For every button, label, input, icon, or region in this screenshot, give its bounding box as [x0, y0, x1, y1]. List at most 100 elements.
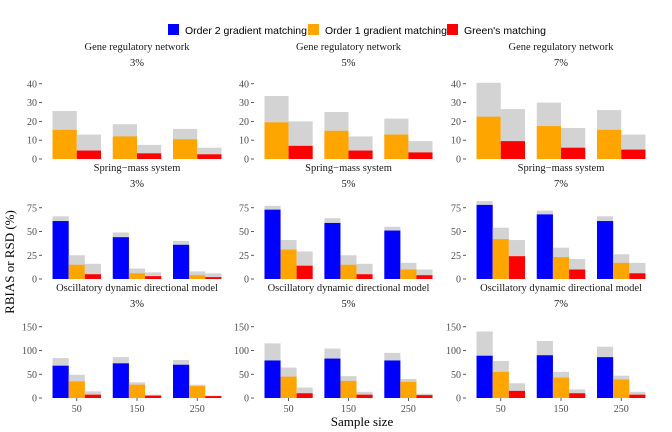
bar-rbias-green-s-matching-n250 — [621, 149, 646, 159]
bar-rbias-order-2-gradient-matching-n50 — [476, 355, 493, 398]
bar-rbias-order-1-gradient-matching-n150 — [340, 380, 357, 398]
bar-rbias-green-s-matching-n150 — [569, 269, 586, 279]
y-tick-label: 20 — [451, 117, 461, 128]
bar-rbias-order-1-gradient-matching-n50 — [68, 264, 85, 279]
y-tick-label: 50 — [239, 227, 249, 238]
bar-rbias-green-s-matching-n250 — [629, 273, 646, 279]
bar-rbias-order-2-gradient-matching-n250 — [173, 244, 190, 279]
bar-rbias-order-1-gradient-matching-n150 — [128, 273, 146, 279]
bar-rbias-order-1-gradient-matching-n150 — [552, 257, 570, 279]
panel-spring-mass-system-5: Spring−mass system 5% 0 25 50 75 — [239, 163, 433, 286]
bar-rbias-order-1-gradient-matching-n250 — [189, 386, 206, 398]
bar-rbias-green-s-matching-n150 — [569, 393, 586, 398]
y-tick-label: 75 — [239, 203, 249, 214]
panel-gene-regulatory-network-5: Gene regulatory network 5% 0 10 20 30 40 — [239, 42, 433, 166]
x-axis-title: Sample size — [331, 414, 394, 429]
bar-rbias-order-1-gradient-matching-n150 — [340, 264, 357, 279]
y-tick-label: 40 — [27, 79, 37, 90]
bar-rbias-green-s-matching-n150 — [348, 150, 373, 159]
y-tick-label: 30 — [27, 98, 37, 109]
panel-gene-regulatory-network-3: Gene regulatory network 3% 0 10 20 30 40 — [27, 42, 222, 166]
x-tick-label: 50 — [496, 404, 506, 415]
legend-swatch-green-s-matching — [447, 24, 458, 35]
panel-oscillatory-dynamic-directional-model-7: Oscillatory dynamic directional model 7% 0… — [446, 283, 646, 415]
panel-title: Spring−mass system — [305, 163, 392, 174]
y-tick-label: 30 — [239, 98, 249, 109]
y-tick-label: 0 — [32, 394, 37, 405]
panel-title: Oscillatory dynamic directional model — [480, 283, 642, 294]
panel-gene-regulatory-network-7: Gene regulatory network 7% 0 10 20 30 40 — [451, 42, 646, 166]
y-tick-label: 50 — [27, 370, 37, 381]
y-tick-label: 50 — [451, 370, 461, 381]
bar-rbias-order-1-gradient-matching-n250 — [400, 269, 417, 279]
bar-rbias-green-s-matching-n150 — [356, 394, 373, 398]
y-tick-label: 0 — [32, 275, 37, 286]
legend-label-order-1-gradient-matching: Order 1 gradient matching — [325, 25, 447, 37]
legend-swatch-order-1-gradient-matching — [308, 24, 319, 35]
bar-rbias-order-2-gradient-matching-n150 — [536, 355, 553, 398]
bar-rbias-green-s-matching-n50 — [76, 150, 101, 159]
x-tick-label: 250 — [614, 404, 629, 415]
bar-rbias-green-s-matching-n150 — [356, 274, 373, 279]
panel-spring-mass-system-3: Spring−mass system 3% 0 25 50 75 — [27, 163, 222, 286]
y-tick-label: 25 — [27, 251, 37, 262]
bar-rbias-green-s-matching-n50 — [296, 265, 313, 279]
panel-title: Gene regulatory network — [509, 42, 615, 53]
panel-title: Oscillatory dynamic directional model — [56, 283, 218, 294]
y-tick-label: 100 — [22, 346, 37, 357]
x-tick-label: 150 — [130, 404, 145, 415]
bar-rbias-order-1-gradient-matching-n150 — [112, 136, 137, 159]
bar-rbias-green-s-matching-n50 — [84, 394, 101, 398]
bar-rbias-order-2-gradient-matching-n250 — [173, 364, 190, 398]
bar-rbias-order-1-gradient-matching-n50 — [68, 381, 85, 398]
y-tick-label: 0 — [244, 275, 249, 286]
y-tick-label: 0 — [456, 155, 461, 166]
bar-rbias-order-2-gradient-matching-n150 — [112, 363, 129, 398]
bar-rbias-order-2-gradient-matching-n50 — [264, 209, 281, 279]
y-tick-label: 10 — [451, 136, 461, 147]
y-axis-title: RBIAS or RSD (%) — [2, 210, 17, 314]
bar-rbias-green-s-matching-n250 — [205, 396, 222, 398]
bar-rbias-order-1-gradient-matching-n250 — [597, 129, 622, 159]
y-tick-label: 0 — [456, 275, 461, 286]
panel-title: Gene regulatory network — [85, 42, 191, 53]
bar-rbias-green-s-matching-n150 — [145, 395, 162, 398]
bar-rbias-order-1-gradient-matching-n250 — [173, 139, 198, 159]
y-tick-label: 0 — [244, 155, 249, 166]
panel-noise-level: 3% — [130, 58, 144, 69]
bar-rbias-green-s-matching-n250 — [197, 154, 222, 159]
y-tick-label: 75 — [27, 203, 37, 214]
bar-rbias-order-2-gradient-matching-n250 — [384, 230, 401, 279]
panel-oscillatory-dynamic-directional-model-3: Oscillatory dynamic directional model 3% 0… — [22, 283, 222, 415]
bar-rbias-green-s-matching-n250 — [205, 277, 222, 279]
bar-rbias-order-2-gradient-matching-n250 — [597, 221, 614, 279]
legend: Order 2 gradient matching Order 1 gradien… — [168, 24, 546, 37]
chart-panels: Gene regulatory network 3% 0 10 20 30 40 Gene r… — [22, 42, 646, 415]
panel-noise-level: 5% — [342, 299, 356, 310]
y-tick-label: 25 — [451, 251, 461, 262]
y-tick-label: 20 — [27, 117, 37, 128]
x-tick-label: 150 — [341, 404, 356, 415]
panel-title: Gene regulatory network — [296, 42, 402, 53]
y-tick-label: 10 — [27, 136, 37, 147]
bar-rbias-order-1-gradient-matching-n250 — [613, 379, 630, 398]
bar-rbias-green-s-matching-n50 — [500, 141, 525, 159]
y-tick-label: 50 — [239, 370, 249, 381]
bar-rsd-green-s-matching-n250 — [197, 147, 222, 159]
y-tick-label: 150 — [446, 322, 461, 333]
bar-rbias-order-1-gradient-matching-n50 — [492, 371, 509, 398]
bar-rbias-order-1-gradient-matching-n50 — [52, 129, 77, 159]
panel-title: Spring−mass system — [518, 163, 605, 174]
y-tick-label: 75 — [451, 203, 461, 214]
panel-noise-level: 5% — [342, 58, 356, 69]
bar-rbias-order-2-gradient-matching-n150 — [536, 214, 553, 279]
bar-rsd-green-s-matching-n50 — [296, 387, 313, 398]
y-tick-label: 100 — [234, 346, 249, 357]
bar-rbias-order-1-gradient-matching-n250 — [384, 134, 409, 159]
bar-rbias-order-2-gradient-matching-n50 — [264, 360, 281, 398]
y-tick-label: 0 — [244, 394, 249, 405]
bar-rsd-green-s-matching-n150 — [145, 272, 162, 279]
bar-rbias-green-s-matching-n250 — [629, 394, 646, 398]
y-tick-label: 10 — [239, 136, 249, 147]
bar-rbias-green-s-matching-n150 — [561, 147, 586, 159]
